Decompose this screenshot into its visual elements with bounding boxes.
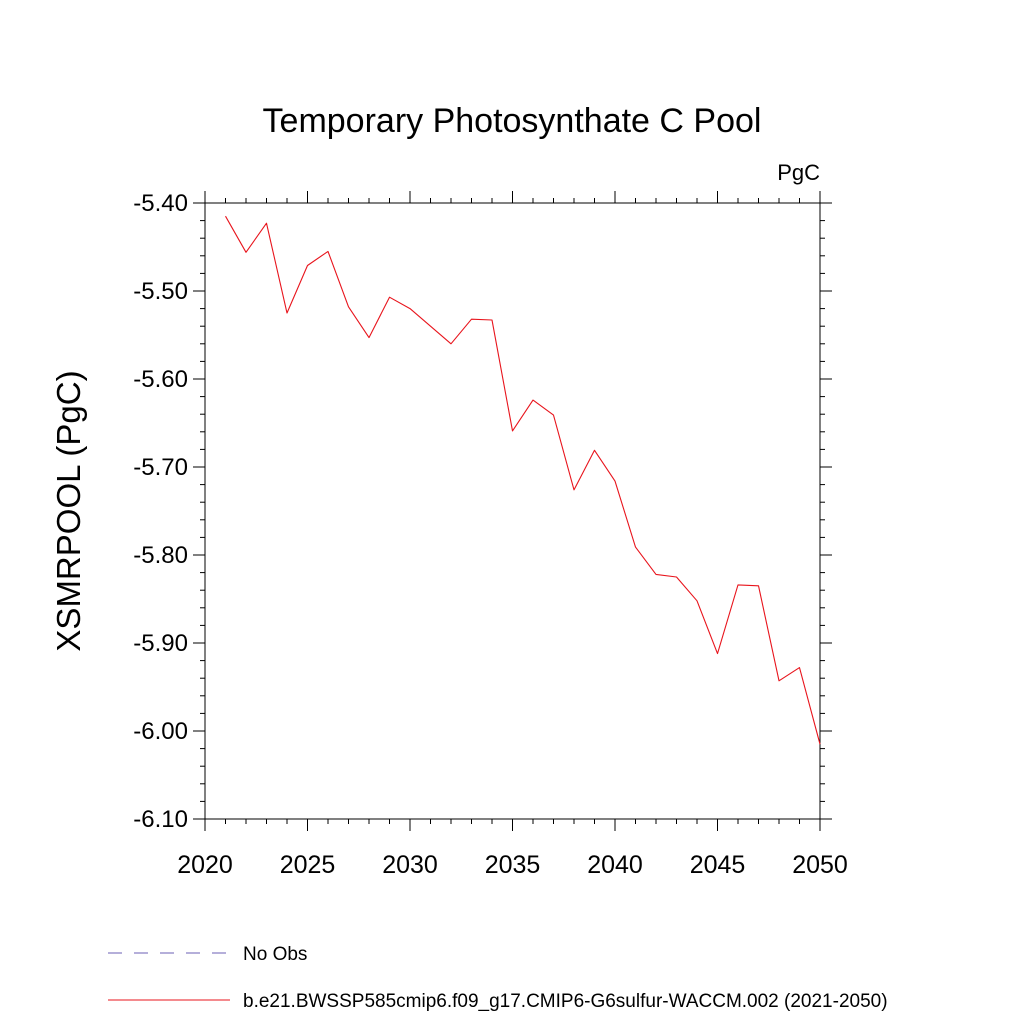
data-point	[367, 336, 371, 340]
y-tick-label: -5.80	[133, 542, 188, 569]
x-tick-label: 2025	[280, 851, 336, 879]
legend-label-0: No Obs	[243, 944, 307, 965]
data-point	[613, 479, 617, 483]
x-tick-label: 2020	[177, 851, 233, 879]
series-line-0	[225, 215, 821, 745]
data-point	[490, 318, 494, 322]
data-point	[347, 305, 351, 309]
data-point	[798, 666, 802, 670]
series-layer	[224, 214, 822, 746]
chart-title: Temporary Photosynthate C Pool	[263, 102, 762, 140]
data-point	[818, 742, 822, 746]
y-axis-label: XSMRPOOL (PgC)	[50, 370, 87, 651]
data-point	[511, 429, 515, 433]
data-point	[736, 583, 740, 587]
data-point	[285, 311, 289, 315]
legend-label-1: b.e21.BWSSP585cmip6.f09_g17.CMIP6-G6sulf…	[243, 991, 888, 1012]
data-point	[470, 317, 474, 321]
data-point	[757, 584, 761, 588]
y-tick-label: -5.70	[133, 454, 188, 481]
data-point	[531, 398, 535, 402]
y-tick-label: -6.00	[133, 718, 188, 745]
data-point	[634, 545, 638, 549]
plot-frame	[204, 202, 821, 820]
x-tick-label: 2035	[485, 851, 541, 879]
y-tick-label: -5.60	[133, 366, 188, 393]
x-axis-ticks: 2020 2025 2030 2035 2040 2045 2050	[177, 191, 848, 879]
data-point	[572, 488, 576, 492]
data-point	[552, 413, 556, 417]
data-point	[593, 448, 597, 452]
data-point	[449, 342, 453, 346]
x-tick-label: 2040	[587, 851, 643, 879]
units-label: PgC	[777, 160, 820, 185]
data-point	[777, 679, 781, 683]
data-point	[654, 572, 658, 576]
data-point	[695, 599, 699, 603]
data-point	[716, 652, 720, 656]
data-point	[306, 263, 310, 267]
y-tick-label: -5.90	[133, 630, 188, 657]
x-tick-label: 2030	[382, 851, 438, 879]
plot-area	[204, 202, 821, 820]
data-point	[388, 295, 392, 299]
legend: No Obs b.e21.BWSSP585cmip6.f09_g17.CMIP6-…	[108, 944, 888, 1012]
data-point	[265, 221, 269, 225]
data-point	[326, 249, 330, 253]
y-tick-label: -5.40	[133, 190, 188, 217]
y-tick-label: -5.50	[133, 278, 188, 305]
x-tick-label: 2045	[690, 851, 746, 879]
data-point	[429, 324, 433, 328]
data-point	[408, 307, 412, 311]
data-point	[244, 250, 248, 254]
x-tick-label: 2050	[792, 851, 848, 879]
data-point	[224, 214, 228, 218]
y-axis-ticks: -5.40 -5.50 -5.60 -5.70 -5.80 -5.90 -6.00 -6.10	[133, 190, 832, 833]
y-tick-label: -6.10	[133, 806, 188, 833]
data-point	[675, 575, 679, 579]
